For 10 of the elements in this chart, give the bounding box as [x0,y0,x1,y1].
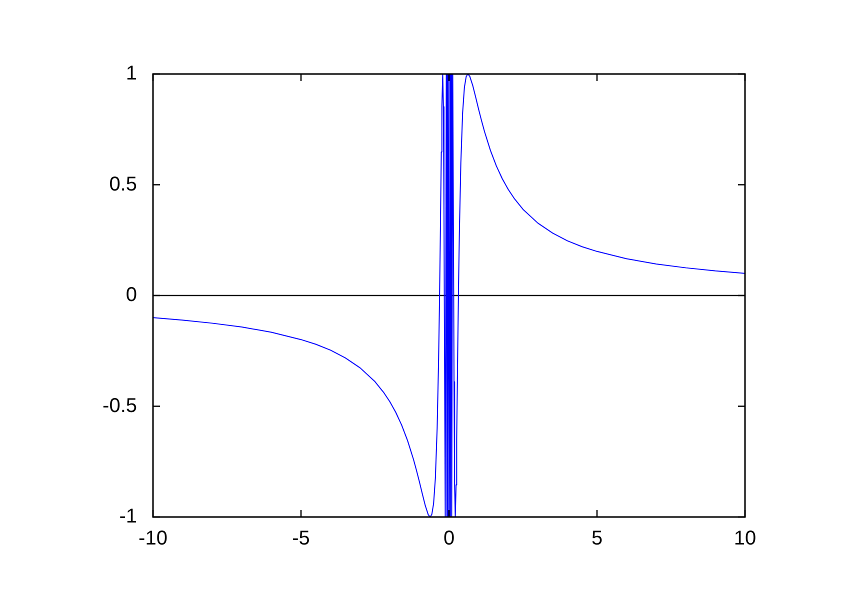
x-tick-label: -10 [138,528,168,550]
y-tick-label: 1 [126,62,137,85]
y-tick-label: 0.5 [109,173,137,196]
y-tick-label: 0 [126,284,137,306]
x-tick-label: 0 [443,528,455,550]
x-tick-label: 10 [734,528,756,550]
y-tick-label: -0.5 [102,394,137,417]
x-tick-label: 5 [591,528,603,550]
x-tick-label: -5 [292,528,310,550]
y-tick-label: -1 [119,506,137,528]
